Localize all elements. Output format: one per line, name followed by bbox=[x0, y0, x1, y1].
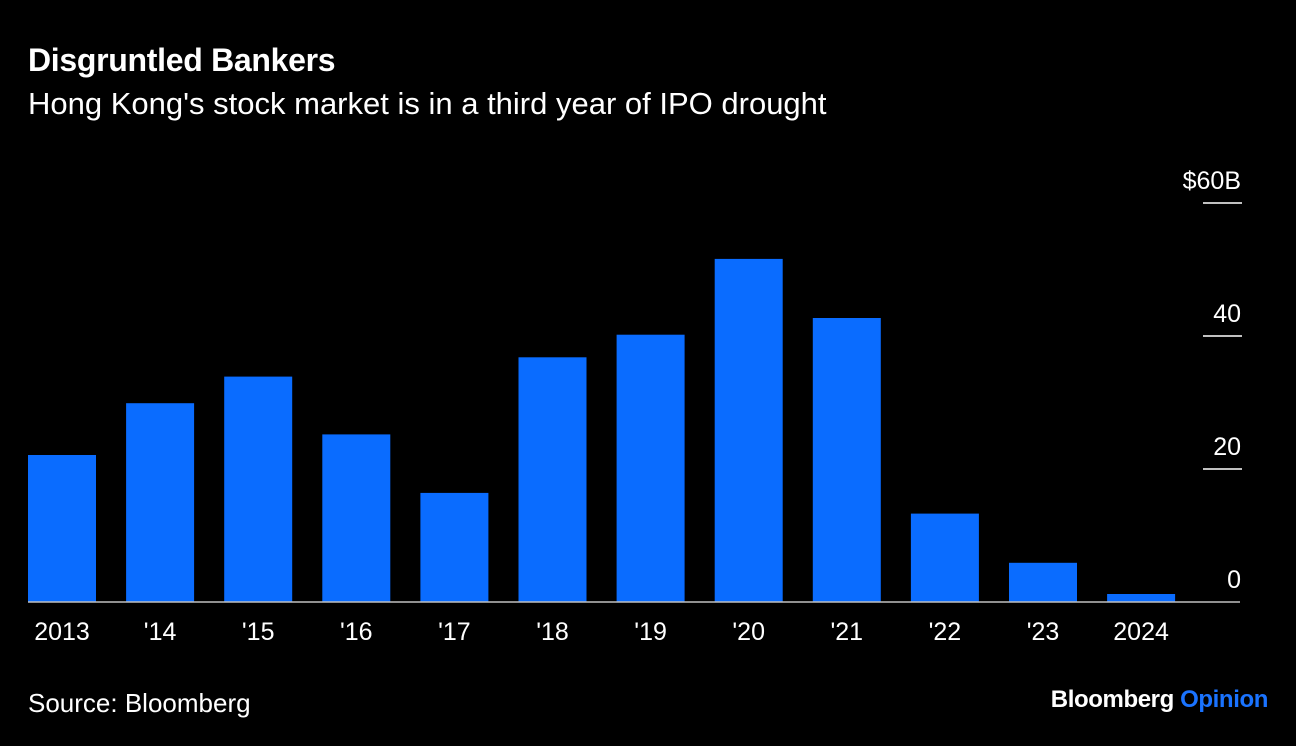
bar-'21 bbox=[812, 318, 881, 602]
brand-main: Bloomberg bbox=[1050, 686, 1174, 713]
bars-group bbox=[28, 258, 1176, 602]
y-axis: 0 20 40 $60B bbox=[1183, 167, 1242, 594]
y-tick-label: 40 bbox=[1213, 300, 1241, 328]
y-tick-label: 0 bbox=[1227, 566, 1241, 594]
source-note: Source: Bloomberg bbox=[28, 688, 251, 718]
bar-'22 bbox=[910, 513, 979, 602]
brand-accent: Opinion bbox=[1180, 686, 1268, 713]
x-tick-label: 2013 bbox=[34, 618, 90, 646]
bar-'18 bbox=[518, 357, 587, 602]
x-tick-label: '20 bbox=[732, 618, 765, 646]
x-tick-label: '17 bbox=[438, 618, 471, 646]
bar-'20 bbox=[714, 258, 783, 602]
bar-'15 bbox=[224, 376, 293, 602]
bar-2013 bbox=[28, 455, 96, 602]
chart-subtitle: Hong Kong's stock market is in a third y… bbox=[28, 86, 827, 121]
y-tick-label: $60B bbox=[1183, 167, 1241, 195]
bar-'14 bbox=[126, 403, 195, 602]
bar-2024 bbox=[1107, 594, 1176, 602]
y-tick-label: 20 bbox=[1213, 433, 1241, 461]
bar-'23 bbox=[1009, 562, 1077, 602]
x-tick-label: '15 bbox=[242, 618, 275, 646]
chart-title: Disgruntled Bankers bbox=[28, 42, 336, 78]
bar-'16 bbox=[322, 434, 391, 602]
x-tick-label: 2024 bbox=[1113, 618, 1169, 646]
x-tick-label: '16 bbox=[340, 618, 373, 646]
x-tick-label: '22 bbox=[929, 618, 962, 646]
x-tick-label: '18 bbox=[536, 618, 569, 646]
x-tick-label: '19 bbox=[634, 618, 667, 646]
brand-logo: Bloomberg Opinion bbox=[1050, 686, 1269, 714]
x-tick-label: '21 bbox=[831, 618, 864, 646]
bar-'17 bbox=[420, 492, 489, 602]
bar-'19 bbox=[616, 334, 685, 602]
x-axis-labels: 2013 '14 '15 '16 '17 '18 '19 '20 '21 '22 '23 2024 bbox=[34, 618, 1169, 646]
x-tick-label: '14 bbox=[144, 618, 177, 646]
x-tick-label: '23 bbox=[1027, 618, 1060, 646]
